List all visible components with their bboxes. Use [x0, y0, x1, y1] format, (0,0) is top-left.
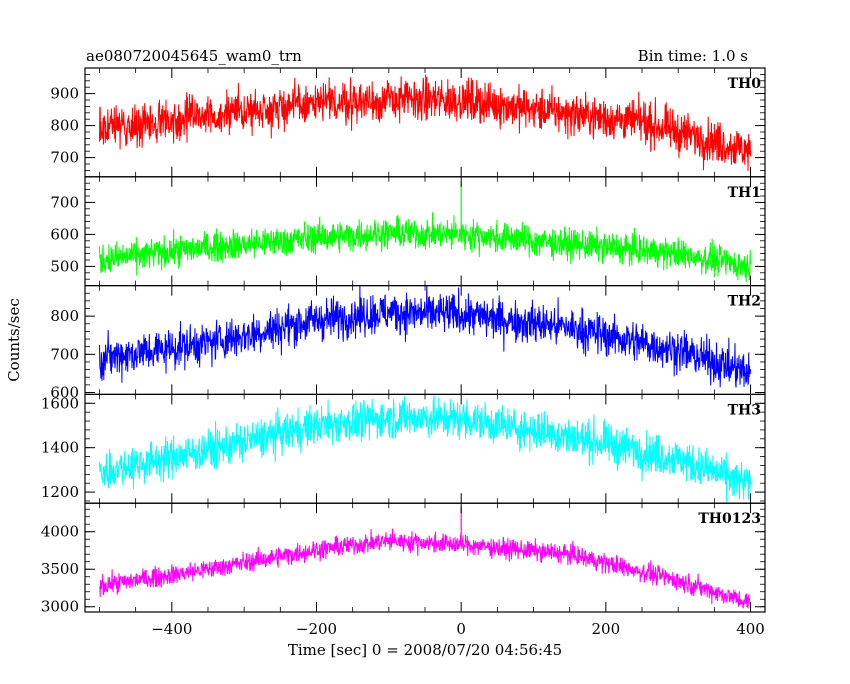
panel-label-th0123: TH0123 [698, 511, 761, 527]
panel-label-th1: TH1 [728, 185, 761, 201]
panel-th0: 700 800 900 TH0 [50, 67, 766, 178]
y-tick-label: 3500 [41, 560, 79, 578]
y-tick-label: 500 [50, 257, 79, 275]
panel-label-th2: TH2 [728, 294, 761, 310]
series-line-th3 [98, 394, 752, 503]
panel-label-th3: TH3 [728, 402, 761, 418]
chart-title: ae080720045645_wam0_trn [86, 47, 302, 65]
panel-th1: 500 600 700 TH1 [50, 176, 766, 287]
series-line-th1 [98, 212, 752, 283]
y-tick-label: 700 [50, 149, 79, 167]
x-tick-label: −200 [296, 620, 337, 638]
y-tick-label: 700 [50, 193, 79, 211]
panel-frame [84, 502, 766, 613]
panel-th2: 600 700 800 TH2 [50, 285, 766, 401]
y-tick-label: 900 [50, 85, 79, 103]
y-tick-label: 1600 [41, 394, 79, 412]
panel-label-th0: TH0 [728, 76, 762, 92]
y-tick-label: 700 [50, 345, 79, 363]
y-tick-label: 4000 [41, 523, 79, 541]
y-tick-label: 1200 [41, 483, 79, 501]
bin-time-label: Bin time: 1.0 s [638, 47, 748, 65]
x-tick-label: 0 [456, 620, 466, 638]
y-tick-label: 800 [50, 117, 79, 135]
panels-layer: 700 800 900 TH0 500 600 700 TH1 600 700 800 TH2 1200… [41, 67, 766, 616]
x-tick-label: 200 [592, 620, 621, 638]
x-axis-title: Time [sec] 0 = 2008/07/20 04:56:45 [288, 641, 562, 659]
y-tick-label: 800 [50, 307, 79, 325]
x-tick-label: 400 [736, 620, 765, 638]
y-tick-label: 600 [50, 383, 79, 401]
series-line-th0 [98, 74, 752, 172]
x-tick-label: −400 [151, 620, 192, 638]
y-tick-label: 600 [50, 225, 79, 243]
y-tick-label: 1400 [41, 439, 79, 457]
x-axis: −400 −200 0 200 400 [151, 620, 765, 638]
panel-th0123: 3000 3500 4000 TH0123 [41, 502, 766, 616]
panel-th3: 1200 1400 1600 TH3 [41, 393, 766, 504]
y-tick-label: 3000 [41, 598, 79, 616]
y-axis-title: Counts/sec [5, 298, 23, 382]
series-line-th0123 [99, 528, 752, 609]
panel-frame [84, 393, 766, 504]
series-line-th2 [98, 285, 752, 388]
